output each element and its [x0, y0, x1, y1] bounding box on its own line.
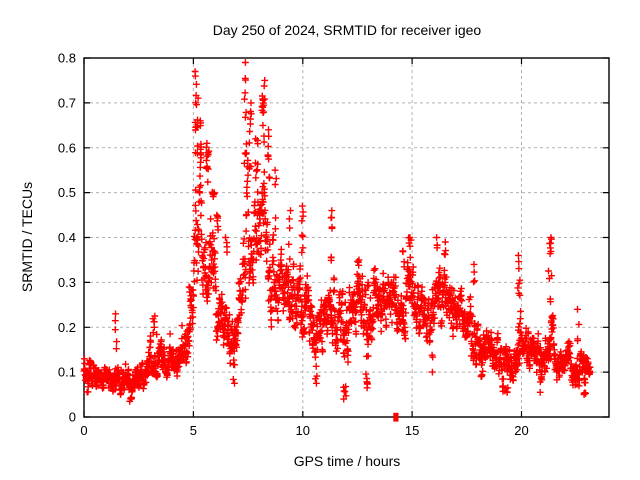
outlier-point [393, 412, 399, 422]
y-tick-label: 0.3 [58, 275, 76, 290]
x-tick-label: 5 [190, 423, 197, 438]
tick-labels: 0 0.1 0.2 0.3 0.4 0.5 0.6 0.7 0.8 0 5 10 15 20 [58, 51, 529, 439]
x-tick-label: 15 [405, 423, 419, 438]
data-points [80, 59, 594, 405]
x-tick-label: 20 [514, 423, 528, 438]
y-tick-label: 0.6 [58, 140, 76, 155]
y-tick-label: 0.1 [58, 365, 76, 380]
y-tick-label: 0.4 [58, 230, 76, 245]
chart-title: Day 250 of 2024, SRMTID for receiver ige… [212, 22, 482, 38]
y-tick-label: 0.8 [58, 51, 76, 66]
y-tick-label: 0.5 [58, 185, 76, 200]
x-tick-label: 0 [80, 423, 87, 438]
y-tick-label: 0 [69, 410, 76, 425]
y-tick-label: 0.2 [58, 320, 76, 335]
x-tick-label: 10 [296, 423, 310, 438]
y-tick-label: 0.7 [58, 95, 76, 110]
x-axis-label: GPS time / hours [293, 453, 401, 469]
plot-border [83, 57, 610, 418]
